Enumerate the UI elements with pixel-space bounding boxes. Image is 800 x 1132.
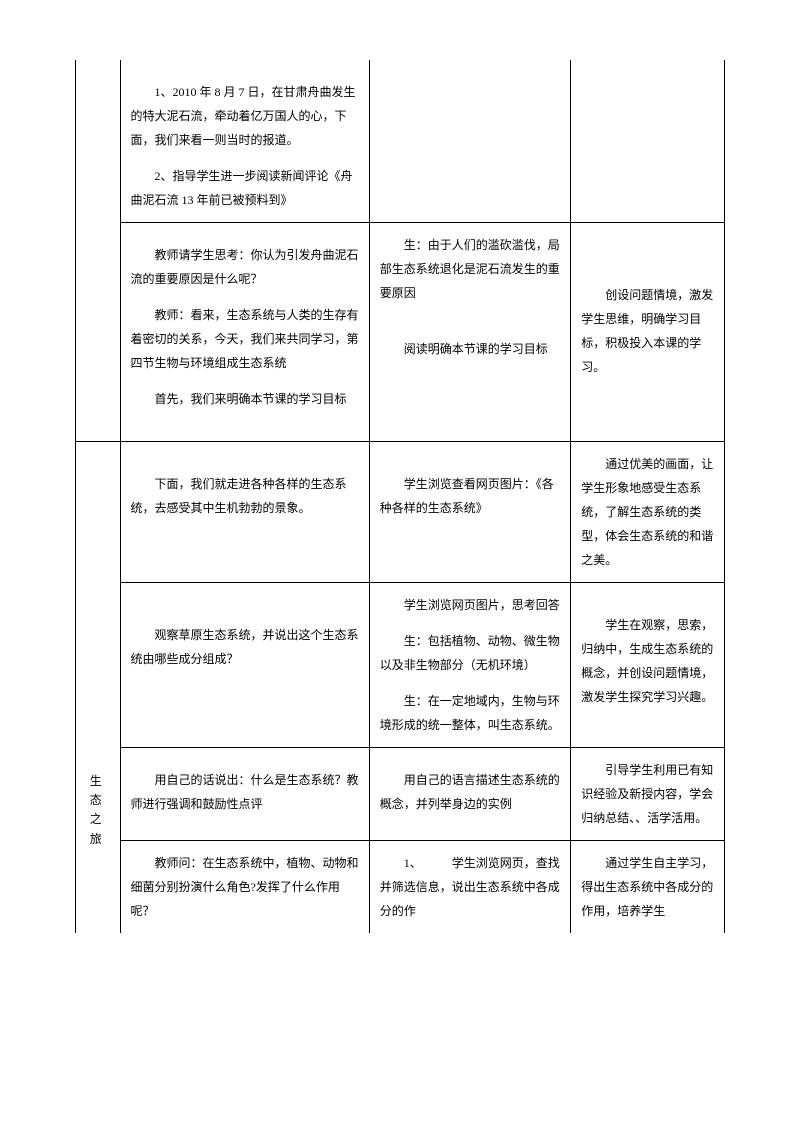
text: 用自己的话说出：什么是生态系统？教师进行强调和鼓励性点评: [131, 768, 359, 816]
text: 学生浏览查看网页图片：《各种各样的生态系统》: [380, 472, 560, 520]
s1-r2-teacher: 教师请学生思考：你认为引发舟曲泥石流的重要原因是什么呢？ 教师：看来，生态系统与…: [120, 223, 369, 442]
text: 观察草原生态系统，并说出这个生态系统由哪些成分组成？: [131, 623, 359, 671]
s2-r1-intent: 通过优美的画面，让学生形象地感受生态系统，了解生态系统的类型，体会生态系统的和谐…: [571, 442, 725, 583]
s1-r2-student: 生：由于人们的滥砍滥伐，局部生态系统退化是泥石流发生的重要原因 阅读明确本节课的…: [369, 223, 570, 442]
text: 首先，我们来明确本节课的学习目标: [131, 387, 359, 411]
s1-r1-intent: [571, 60, 725, 223]
text: 1、2010 年 8 月 7 日，在甘肃舟曲发生的特大泥石流，牵动着亿万国人的心…: [131, 80, 359, 152]
s2-r3-intent: 引导学生利用已有知识经验及新授内容，学会归纳总结、、活学活用。: [571, 748, 725, 841]
text: 生：在一定地域内，生物与环境形成的统一整体，叫生态系统。: [380, 689, 560, 737]
section1-label-cell: [76, 60, 121, 442]
section2-label-cell: 生态之旅: [76, 442, 121, 934]
s2-r4-teacher: 教师问：在生态系统中，植物、动物和细菌分别扮演什么角色?发挥了什么作用呢？: [120, 841, 369, 934]
text: 学生浏览网页图片，思考回答: [380, 593, 560, 617]
text: 教师：看来，生态系统与人类的生存有着密切的关系，今天，我们来共同学习，第四节生物…: [131, 303, 359, 375]
text: 生：由于人们的滥砍滥伐，局部生态系统退化是泥石流发生的重要原因: [380, 233, 560, 305]
text: 教师问：在生态系统中，植物、动物和细菌分别扮演什么角色?发挥了什么作用呢？: [131, 851, 359, 923]
s2-r2-student: 学生浏览网页图片，思考回答 生：包括植物、动物、微生物以及非生物部分（无机环境）…: [369, 583, 570, 748]
s2-r4-student: 1、 学生浏览网页，查找并筛选信息，说出生态系统中各成分的作: [369, 841, 570, 934]
text: 下面，我们就走进各种各样的生态系统，去感受其中生机勃勃的景象。: [131, 472, 359, 520]
text: 通过学生自主学习，得出生态系统中各成分的作用，培养学生: [581, 851, 714, 923]
text: 阅读明确本节课的学习目标: [380, 337, 560, 361]
s2-r4-intent: 通过学生自主学习，得出生态系统中各成分的作用，培养学生: [571, 841, 725, 934]
s2-r1-student: 学生浏览查看网页图片：《各种各样的生态系统》: [369, 442, 570, 583]
section-label: 生态之旅: [90, 774, 106, 846]
text: 用自己的语言描述生态系统的概念，并列举身边的实例: [380, 768, 560, 816]
text: 引导学生利用已有知识经验及新授内容，学会归纳总结、、活学活用。: [581, 758, 714, 830]
text: 通过优美的画面，让学生形象地感受生态系统，了解生态系统的类型，体会生态系统的和谐…: [581, 452, 714, 572]
text: 2、指导学生进一步阅读新闻评论《舟曲泥石流 13 年前已被预料到》: [131, 164, 359, 212]
text: 学生在观察，思索，归纳中，生成生态系统的概念，并创设问题情境，激发学生探究学习兴…: [581, 613, 714, 709]
text: 1、 学生浏览网页，查找并筛选信息，说出生态系统中各成分的作: [380, 851, 560, 923]
main-table: 1、2010 年 8 月 7 日，在甘肃舟曲发生的特大泥石流，牵动着亿万国人的心…: [75, 60, 725, 933]
text: 生：包括植物、动物、微生物以及非生物部分（无机环境）: [380, 629, 560, 677]
s2-r1-teacher: 下面，我们就走进各种各样的生态系统，去感受其中生机勃勃的景象。: [120, 442, 369, 583]
text: 创设问题情境，激发学生思维，明确学习目标，积极投入本课的学习。: [581, 283, 714, 379]
s2-r3-teacher: 用自己的话说出：什么是生态系统？教师进行强调和鼓励性点评: [120, 748, 369, 841]
s2-r2-teacher: 观察草原生态系统，并说出这个生态系统由哪些成分组成？: [120, 583, 369, 748]
s1-r1-student: [369, 60, 570, 223]
s2-r3-student: 用自己的语言描述生态系统的概念，并列举身边的实例: [369, 748, 570, 841]
s2-r2-intent: 学生在观察，思索，归纳中，生成生态系统的概念，并创设问题情境，激发学生探究学习兴…: [571, 583, 725, 748]
s1-r2-intent: 创设问题情境，激发学生思维，明确学习目标，积极投入本课的学习。: [571, 223, 725, 442]
text: 教师请学生思考：你认为引发舟曲泥石流的重要原因是什么呢？: [131, 243, 359, 291]
s1-r1-teacher: 1、2010 年 8 月 7 日，在甘肃舟曲发生的特大泥石流，牵动着亿万国人的心…: [120, 60, 369, 223]
